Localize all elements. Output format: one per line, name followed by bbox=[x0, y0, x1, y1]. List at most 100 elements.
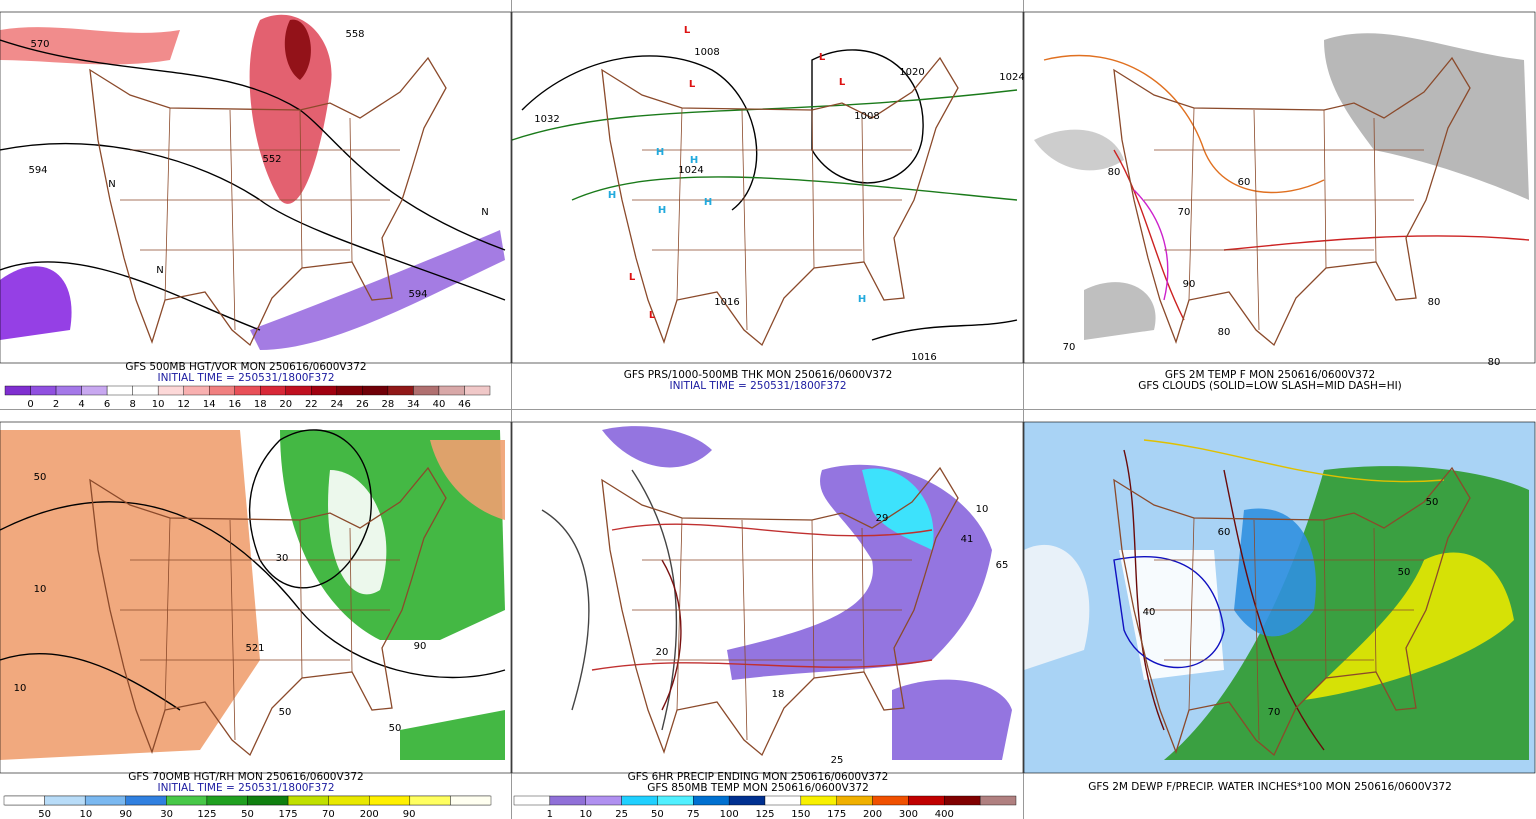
contour bbox=[811, 49, 924, 184]
colorbar-swatch bbox=[234, 385, 261, 396]
colorbar-label: 1 bbox=[547, 809, 553, 819]
colorbar-label: 150 bbox=[791, 809, 810, 819]
map-frame bbox=[511, 11, 1024, 364]
map-label: 1008 bbox=[854, 111, 879, 122]
contour bbox=[1143, 439, 1445, 483]
map-label: 80 bbox=[1108, 167, 1121, 178]
colorbar-label: 75 bbox=[687, 809, 700, 819]
map-fill bbox=[1084, 282, 1156, 340]
colorbar-swatch bbox=[4, 385, 31, 396]
colorbar-swatch bbox=[3, 795, 45, 806]
colorbar-swatch bbox=[979, 795, 1017, 806]
colorbar-swatch bbox=[657, 795, 694, 806]
colorbar-swatch bbox=[328, 795, 370, 806]
colorbar-label: 6 bbox=[104, 399, 110, 410]
map-label: 10 bbox=[976, 504, 989, 515]
state-lines bbox=[1144, 107, 1424, 331]
map-fill bbox=[892, 679, 1012, 760]
map-label: 1032 bbox=[534, 114, 559, 125]
map-label: 50 bbox=[389, 723, 402, 734]
map-label: 50 bbox=[279, 707, 292, 718]
colorbar-label: 10 bbox=[152, 399, 165, 410]
map-label: N bbox=[156, 265, 163, 276]
map-label: 90 bbox=[414, 641, 427, 652]
colorbar-swatch bbox=[81, 385, 108, 396]
colorbar-swatch bbox=[362, 385, 389, 396]
map-label: H bbox=[858, 294, 866, 305]
colorbar-label: 28 bbox=[382, 399, 395, 410]
map-fill bbox=[1034, 129, 1124, 171]
colorbar-swatch bbox=[311, 385, 338, 396]
colorbar-label: 90 bbox=[119, 809, 132, 819]
map-label: 18 bbox=[772, 689, 785, 700]
caption: GFS 2M DEWP F/PRECIP. WATER INCHES*100 M… bbox=[1088, 781, 1452, 793]
caption: GFS CLOUDS (SOLID=LOW SLASH=MID DASH=HI) bbox=[1138, 380, 1402, 392]
map-area bbox=[512, 12, 1023, 363]
colorbar-swatch bbox=[585, 795, 622, 806]
colorbar-label: 8 bbox=[129, 399, 135, 410]
map-label: 50 bbox=[1398, 567, 1411, 578]
map-fill bbox=[1164, 466, 1529, 760]
colorbar-label: 34 bbox=[407, 399, 420, 410]
caption: GFS 2M TEMP F MON 250616/0600V372 bbox=[1165, 369, 1375, 381]
colorbar-label: 14 bbox=[203, 399, 216, 410]
colorbar-label: 50 bbox=[241, 809, 254, 819]
map-label: 1020 bbox=[899, 67, 924, 78]
colorbar-swatch bbox=[84, 795, 126, 806]
coastline bbox=[89, 56, 447, 347]
map-frame bbox=[1023, 11, 1536, 364]
colorbar-swatch bbox=[106, 385, 133, 396]
map-label: L bbox=[689, 79, 696, 90]
colorbar-swatch bbox=[872, 795, 909, 806]
contour bbox=[0, 652, 181, 711]
map-label: 80 bbox=[1428, 297, 1441, 308]
colorbar-label: 40 bbox=[433, 399, 446, 410]
caption: INITIAL TIME = 250531/1800F372 bbox=[157, 372, 334, 384]
colorbar-label: 16 bbox=[228, 399, 241, 410]
state-lines bbox=[632, 517, 912, 741]
map-fill bbox=[0, 27, 180, 65]
map-frame bbox=[1023, 421, 1536, 774]
coastline bbox=[89, 466, 447, 757]
map-label: 90 bbox=[1183, 279, 1196, 290]
map-label: 570 bbox=[30, 39, 49, 50]
map-label: L bbox=[649, 310, 656, 321]
colorbar-swatch bbox=[206, 795, 248, 806]
caption: GFS 500MB HGT/VOR MON 250616/0600V372 bbox=[125, 361, 366, 373]
map-label: 594 bbox=[408, 289, 427, 300]
contour bbox=[871, 319, 1018, 341]
contour bbox=[0, 501, 506, 679]
map-fill bbox=[430, 440, 505, 520]
colorbar-swatch bbox=[336, 385, 363, 396]
map-fill bbox=[0, 430, 260, 760]
caption: GFS PRS/1000-500MB THK MON 250616/0600V3… bbox=[624, 369, 893, 381]
map-label: 10 bbox=[14, 683, 27, 694]
contour bbox=[1223, 235, 1530, 251]
panel: L L L L L L H H H H H H 1008 1008 1032 1024 1016 1016 1020… bbox=[511, 11, 1025, 392]
colorbar-label: 125 bbox=[755, 809, 774, 819]
coastline bbox=[601, 56, 959, 347]
caption: INITIAL TIME = 250531/1800F372 bbox=[157, 782, 334, 794]
map-label: 65 bbox=[996, 560, 1009, 571]
map-label: 70 bbox=[1063, 342, 1076, 353]
map-fill bbox=[400, 710, 505, 760]
caption: GFS 6HR PRECIP ENDING MON 250616/0600V37… bbox=[628, 771, 889, 783]
colorbar-swatch bbox=[513, 795, 551, 806]
colorbar-swatch bbox=[260, 385, 286, 396]
colorbar-swatch bbox=[693, 795, 730, 806]
state-lines bbox=[1144, 517, 1424, 741]
colorbar-label: 30 bbox=[160, 809, 173, 819]
map-label: H bbox=[658, 205, 666, 216]
colorbar-label: 26 bbox=[356, 399, 369, 410]
colorbar-swatch bbox=[944, 795, 981, 806]
caption: GFS 70OMB HGT/RH MON 250616/0600V372 bbox=[128, 771, 363, 783]
map-label: H bbox=[704, 197, 712, 208]
contour bbox=[591, 659, 933, 671]
map-label: 594 bbox=[28, 165, 47, 176]
colorbar-swatch bbox=[728, 795, 766, 806]
map-label: 40 bbox=[1143, 607, 1156, 618]
contour bbox=[611, 523, 933, 537]
contour bbox=[1223, 469, 1325, 751]
map-label: 50 bbox=[34, 472, 47, 483]
